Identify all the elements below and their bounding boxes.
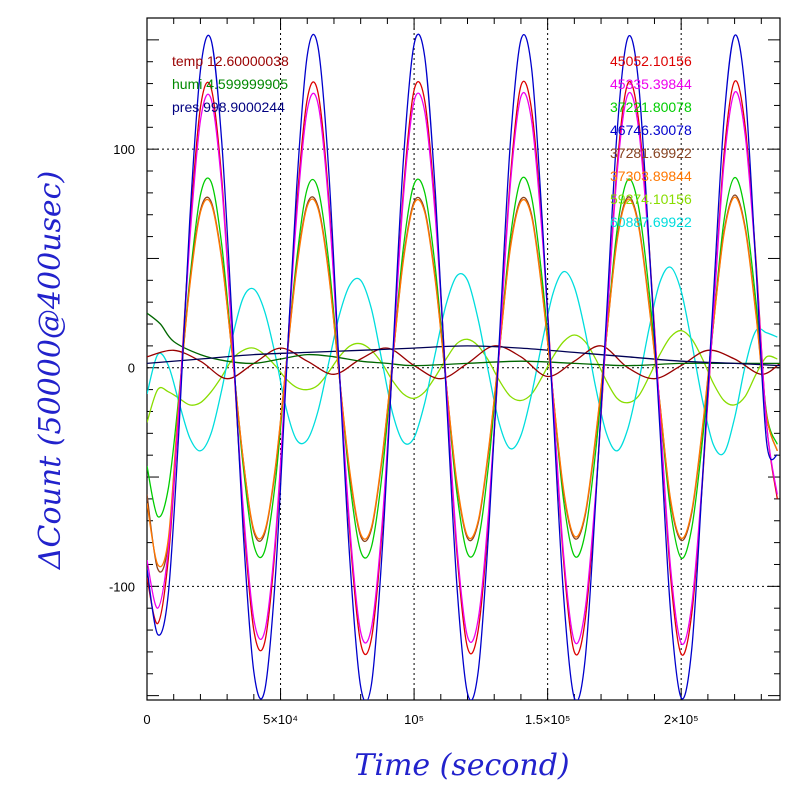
series-line-60887-69922 <box>147 266 778 456</box>
series-legend-entry: 37281.69922 <box>610 145 692 161</box>
env-legend-entry: temp 12.60000038 <box>172 53 289 69</box>
series-layer <box>147 33 780 700</box>
env-legend-entry: humi 4.599999905 <box>172 76 288 92</box>
series-line-humi <box>147 312 780 367</box>
legend-layer: temp 12.60000038 humi 4.599999905 pres 998… <box>172 53 692 230</box>
series-legend-entry: 46746.30078 <box>610 122 692 138</box>
env-legend-entry: pres 998.9000244 <box>172 99 285 115</box>
grid <box>147 18 780 700</box>
plot-frame <box>146 17 781 701</box>
series-legend-entry: 60887.69922 <box>610 214 692 230</box>
series-line-37221-80078 <box>147 176 778 559</box>
series-line-pres <box>147 345 780 367</box>
x-tick-label: 2×10⁵ <box>664 712 699 727</box>
x-tick-label: 10⁵ <box>404 712 424 727</box>
series-legend-entry: 45335.39844 <box>610 76 692 92</box>
series-legend-entry: 45052.10156 <box>610 53 692 69</box>
x-tick-label: 0 <box>143 712 150 727</box>
y-axis-title: ΔCount (50000@400usec) <box>33 171 68 570</box>
y-tick-label: 100 <box>113 142 135 157</box>
ticks: 0 5×10⁴ 10⁵ 1.5×10⁵ 2×10⁵ -100 0 100 <box>109 18 780 727</box>
x-tick-label: 5×10⁴ <box>263 712 298 727</box>
series-line-59274-10156 <box>147 329 778 423</box>
y-tick-label: -100 <box>109 579 135 594</box>
series-legend-entry: 59274.10156 <box>610 191 692 207</box>
series-legend-entry: 37221.80078 <box>610 99 692 115</box>
series-line-46746-30078 <box>147 33 778 700</box>
x-axis-title: Time (second) <box>354 748 569 783</box>
series-line-45335-39844 <box>147 91 778 646</box>
series-legend-entry: 37303.89844 <box>610 168 692 184</box>
x-tick-label: 1.5×10⁵ <box>525 712 571 727</box>
series-line-37303-89844 <box>147 196 778 568</box>
y-tick-label: 0 <box>128 361 135 376</box>
